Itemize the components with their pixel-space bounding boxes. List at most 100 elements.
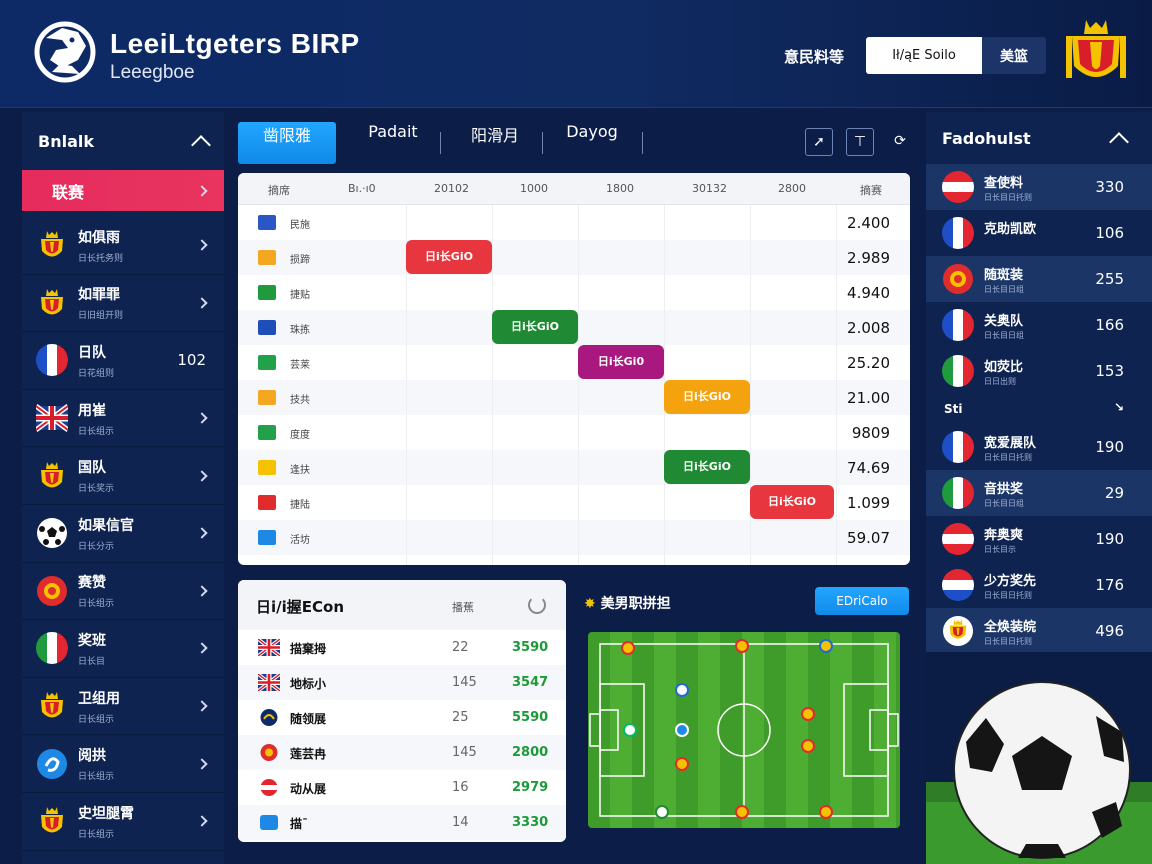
- standings-row[interactable]: 描棄拇 22 3590: [238, 630, 566, 665]
- chevron-down-icon[interactable]: ↘: [1113, 400, 1124, 414]
- dragon-logo-icon[interactable]: [32, 16, 98, 86]
- chevron-right-icon[interactable]: [196, 184, 208, 197]
- tab-padait[interactable]: Padait: [368, 122, 418, 141]
- table-row[interactable]: 捷陆 1.099: [238, 485, 910, 520]
- match-block[interactable]: 日i长GiO: [664, 380, 750, 414]
- team-flag-icon: [258, 814, 280, 831]
- team-name: 克助凯欧: [984, 222, 1037, 237]
- standings-row[interactable]: 动从展 16 2979: [238, 770, 566, 805]
- ranking-row[interactable]: 音拱奖 日长目日组 29: [926, 470, 1152, 516]
- player-markers[interactable]: [621, 639, 833, 819]
- table-row[interactable]: 芸莱 25.20: [238, 345, 910, 380]
- refresh-icon[interactable]: ⟳: [894, 133, 906, 149]
- matches-played: 16: [452, 780, 469, 795]
- team-name: 随斑装: [984, 268, 1024, 283]
- league-item[interactable]: 日队 日花组则 102: [22, 332, 224, 390]
- schedule-col-header: 2800: [778, 182, 806, 195]
- chevron-right-icon[interactable]: [196, 642, 208, 655]
- match-block[interactable]: 日i长Gi0: [578, 345, 664, 379]
- collapse-chevron-icon[interactable]: [191, 135, 211, 155]
- schedule-table: 摘席 Bı.·ı0 20102 1000 1800 30132 2800 摘赛 …: [238, 173, 910, 565]
- league-item-name: 卫组用: [78, 690, 120, 707]
- team-flag-icon: [258, 285, 276, 300]
- league-item[interactable]: 如果信官 日长分示: [22, 505, 224, 563]
- ranking-sidebar-title: Fadohulst: [942, 128, 1031, 148]
- chevron-right-icon[interactable]: [196, 412, 208, 424]
- app-title: LeeiLtgeters BIRP: [110, 28, 360, 59]
- header-search-button[interactable]: 美篮: [982, 37, 1046, 74]
- chevron-right-icon[interactable]: [196, 470, 208, 482]
- table-row[interactable]: 逢扶 74.69: [238, 450, 910, 485]
- section-divider[interactable]: Sti ↘: [926, 394, 1152, 424]
- matches-played: 145: [452, 675, 477, 690]
- league-item[interactable]: 联赛: [22, 170, 224, 212]
- chevron-right-icon[interactable]: [196, 757, 208, 770]
- ranking-row[interactable]: 奔奥爽 日长目示 190: [926, 516, 1152, 562]
- ranking-row[interactable]: 关奥队 日长目日组 166: [926, 302, 1152, 348]
- league-item[interactable]: 如罪罪 日旧组开则: [22, 275, 224, 333]
- team-badge-icon: [36, 805, 68, 837]
- team-points: 2979: [512, 780, 549, 795]
- standings-row[interactable]: 莲芸冉 145 2800: [238, 735, 566, 770]
- header-nav-label[interactable]: 意民料等: [784, 48, 845, 66]
- match-block[interactable]: 日i长GiO: [406, 240, 492, 274]
- chevron-right-icon[interactable]: [196, 527, 208, 539]
- league-sidebar: Bnlalk 联赛如俱雨 日长托务则 如罪罪 日旧组开则 日队 日花组则 102 用崔 日长组示…: [22, 112, 224, 864]
- league-item[interactable]: 阅拱 日长组示: [22, 735, 224, 793]
- ranking-sidebar: Fadohulst 查使料 日长目日托则 330 克助凯欧 106 随斑装 日长目日组 255…: [926, 112, 1152, 654]
- league-sidebar-header[interactable]: Bnlalk: [22, 112, 224, 170]
- ranking-row[interactable]: 查使料 日长目日托则 330: [926, 164, 1152, 210]
- table-row[interactable]: 捷贴 4.940: [238, 275, 910, 310]
- chevron-right-icon[interactable]: [196, 239, 208, 251]
- chevron-right-icon[interactable]: [196, 585, 208, 597]
- schedule-header: 摘席 Bı.·ı0 20102 1000 1800 30132 2800 摘赛: [238, 173, 910, 205]
- chevron-right-icon[interactable]: [196, 297, 208, 309]
- header-search-input[interactable]: Ił/ąE Soilo: [866, 37, 982, 74]
- league-item[interactable]: 用崔 日长组示: [22, 390, 224, 448]
- ranking-row[interactable]: 随斑装 日长目日组 255: [926, 256, 1152, 302]
- chevron-right-icon[interactable]: [196, 815, 208, 827]
- table-row[interactable]: 损蹄 2.989: [238, 240, 910, 275]
- league-item[interactable]: 奖班 日长目: [22, 620, 224, 678]
- pitch-action-button[interactable]: EDriCalo: [815, 587, 909, 615]
- ranking-row[interactable]: 如荧比 日日出则 153: [926, 348, 1152, 394]
- table-row[interactable]: 民施 2.400: [238, 205, 910, 240]
- chevron-right-icon[interactable]: [196, 700, 208, 712]
- table-row[interactable]: 度度 9809: [238, 415, 910, 450]
- tab-divider: [642, 132, 643, 154]
- league-item[interactable]: 国队 日长奖示: [22, 447, 224, 505]
- standings-row[interactable]: 随领展 25 5590: [238, 700, 566, 735]
- table-row[interactable]: 技共 21.00: [238, 380, 910, 415]
- expand-icon[interactable]: ➚: [805, 128, 833, 156]
- league-item[interactable]: 赛赞 日长组示: [22, 563, 224, 621]
- ranking-row[interactable]: 少方奖先 日长目日托则 176: [926, 562, 1152, 608]
- standings-row[interactable]: 描ˉ 14 3330: [238, 805, 566, 840]
- ranking-row[interactable]: 宽爱展队 日长目日托则 190: [926, 424, 1152, 470]
- standings-header: 日i/i握ECon 播蕉: [238, 580, 566, 630]
- team-name: 损蹄: [290, 255, 310, 266]
- collapse-chevron-icon[interactable]: [1109, 132, 1129, 152]
- league-item[interactable]: 卫组用 日长组示: [22, 678, 224, 736]
- tab-results[interactable]: 阳滑月: [470, 126, 519, 145]
- team-name: 动从展: [290, 782, 327, 796]
- team-flag-icon: [942, 171, 974, 203]
- tab-standings[interactable]: 凿限雅: [238, 122, 336, 164]
- team-name: 全焕装皖: [984, 620, 1037, 635]
- match-block[interactable]: 日i长GiO: [492, 310, 578, 344]
- standings-row[interactable]: 地标小 145 3547: [238, 665, 566, 700]
- team-badge-icon: [36, 575, 68, 607]
- tab-dayog[interactable]: Dayog: [566, 122, 618, 141]
- refresh-icon[interactable]: [528, 596, 546, 614]
- team-flag-icon: [258, 250, 276, 265]
- league-item[interactable]: 如俱雨 日长托务则: [22, 217, 224, 275]
- ranking-sidebar-header[interactable]: Fadohulst: [926, 112, 1152, 164]
- ranking-row[interactable]: 克助凯欧 106: [926, 210, 1152, 256]
- league-item-name: 用崔: [78, 402, 106, 419]
- league-item[interactable]: 史坦腿霄 日长组示: [22, 793, 224, 851]
- table-row[interactable]: 活坊 59.07: [238, 520, 910, 555]
- pin-icon[interactable]: ⊤: [846, 128, 874, 156]
- match-block[interactable]: 日i长GiO: [750, 485, 834, 519]
- match-block[interactable]: 日i长GiO: [664, 450, 750, 484]
- ranking-row[interactable]: 全焕装皖 日长目日托则 496: [926, 608, 1152, 654]
- row-value: 74.69: [847, 459, 890, 477]
